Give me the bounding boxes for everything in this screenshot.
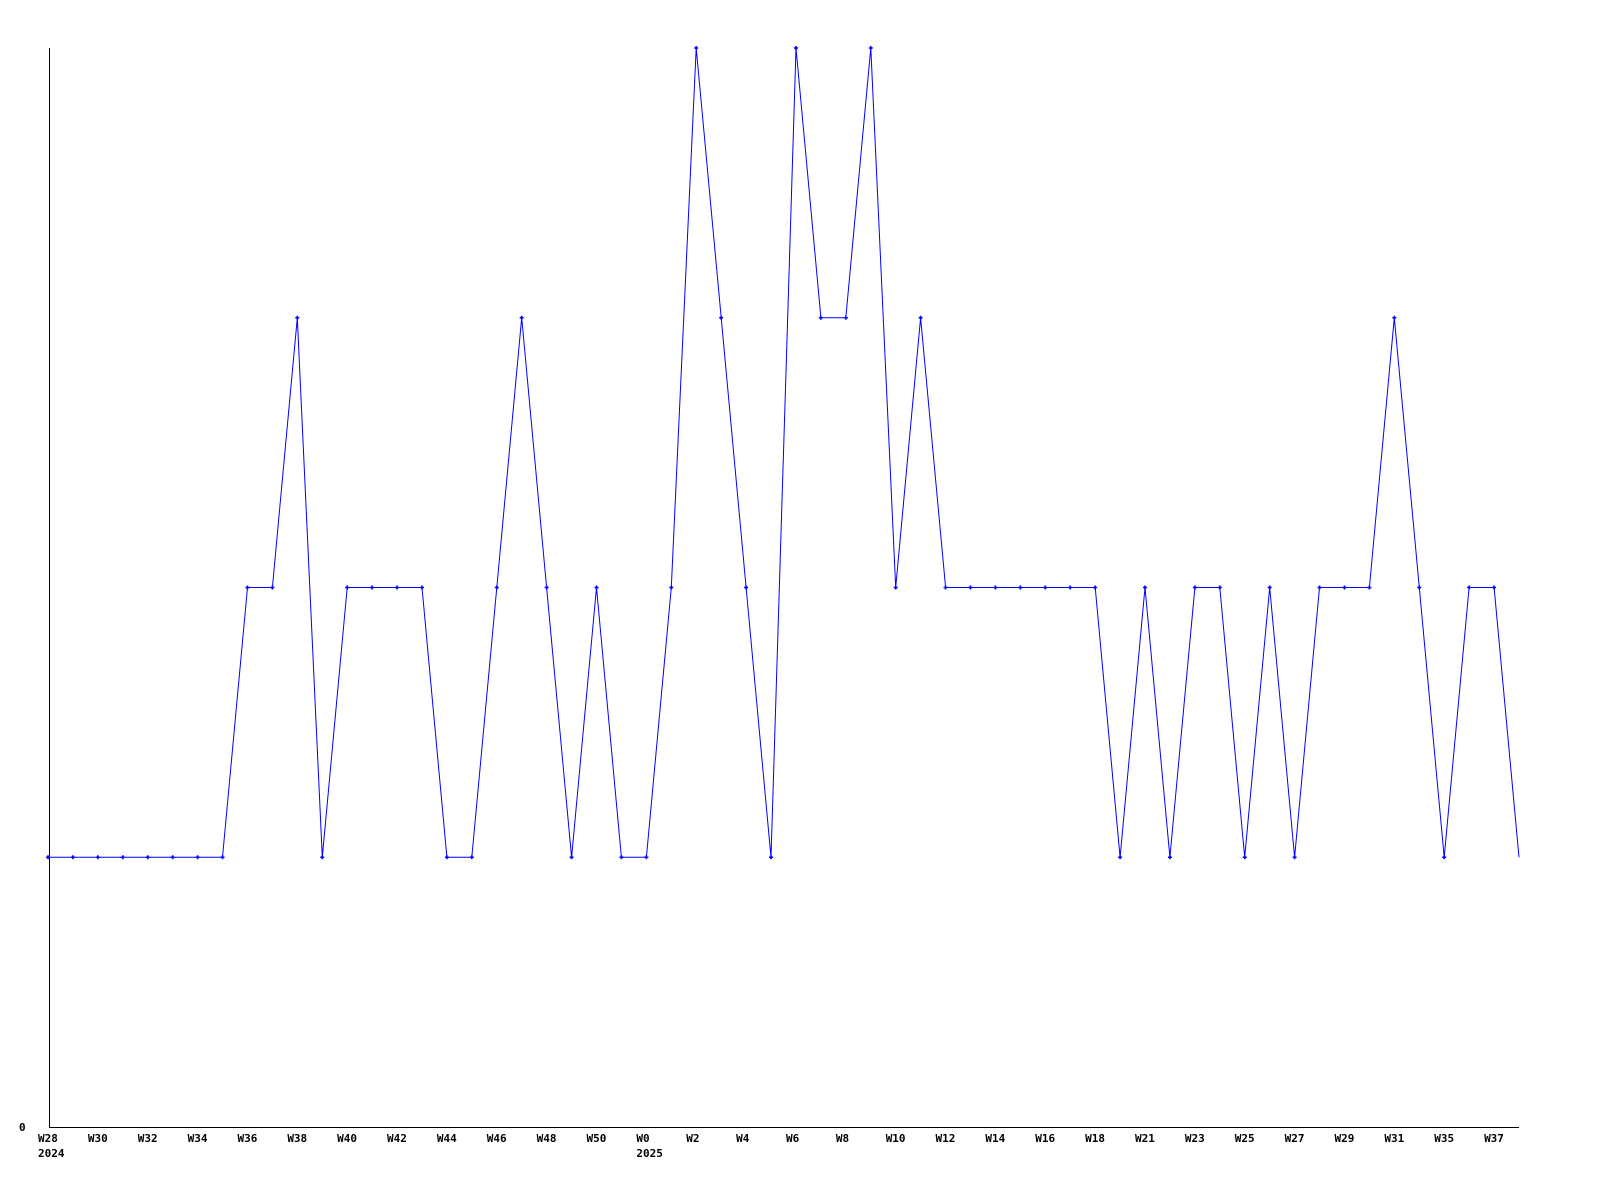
data-point: [1068, 585, 1073, 590]
x-tick-label: W4: [736, 1132, 750, 1145]
x-tick-label: W44: [437, 1132, 457, 1145]
x-tick-label: W46: [487, 1132, 507, 1145]
data-point: [245, 585, 250, 590]
data-point: [444, 855, 449, 860]
data-point: [1467, 585, 1472, 590]
data-point: [320, 855, 325, 860]
x-tick-label: W12: [936, 1132, 956, 1145]
x-tick-label: W34: [188, 1132, 208, 1145]
data-point: [1118, 855, 1123, 860]
x-tick-label: W29: [1334, 1132, 1354, 1145]
x-tick-label: W21: [1135, 1132, 1155, 1145]
data-point: [220, 855, 225, 860]
x-tick-label: W30: [88, 1132, 108, 1145]
data-point: [1267, 585, 1272, 590]
data-point: [469, 855, 474, 860]
x-tick-label: W31: [1384, 1132, 1404, 1145]
data-point: [95, 855, 100, 860]
data-point: [1093, 585, 1098, 590]
x-tick-year: 2025: [636, 1147, 663, 1160]
data-point: [1018, 585, 1023, 590]
data-point: [1367, 585, 1372, 590]
data-point: [769, 855, 774, 860]
x-tick-label: W50: [587, 1132, 607, 1145]
data-point: [793, 46, 798, 50]
x-tick-label: W25: [1235, 1132, 1255, 1145]
data-point: [270, 585, 275, 590]
data-point: [145, 855, 150, 860]
data-point: [1292, 855, 1297, 860]
x-tick-label: W6: [786, 1132, 800, 1145]
data-point: [170, 855, 175, 860]
data-point: [1167, 855, 1172, 860]
x-tick-label: W27: [1285, 1132, 1305, 1145]
data-point: [1442, 855, 1447, 860]
data-point: [1143, 585, 1148, 590]
x-tick-label: W37: [1484, 1132, 1504, 1145]
x-tick-label: W2: [686, 1132, 699, 1145]
data-point: [1043, 585, 1048, 590]
data-point: [1342, 585, 1347, 590]
data-point: [694, 46, 699, 50]
series-line: [48, 47, 1520, 858]
data-point: [968, 585, 973, 590]
x-tick-label: W14: [985, 1132, 1005, 1145]
x-tick-label: W42: [387, 1132, 407, 1145]
data-point: [569, 855, 574, 860]
x-tick-label: W28: [38, 1132, 58, 1145]
x-tick-label: W38: [287, 1132, 307, 1145]
data-point: [868, 46, 873, 50]
x-tick-label: W23: [1185, 1132, 1205, 1145]
data-point: [818, 315, 823, 320]
data-point: [669, 585, 674, 590]
data-point: [395, 585, 400, 590]
data-point: [195, 855, 200, 860]
x-tick-label: W8: [836, 1132, 849, 1145]
data-point: [46, 855, 50, 860]
x-tick-label: W36: [237, 1132, 257, 1145]
data-point: [893, 585, 898, 590]
y-tick-label: 0: [19, 1121, 26, 1134]
data-point: [370, 585, 375, 590]
data-point: [843, 315, 848, 320]
data-point: [619, 855, 624, 860]
x-tick-label: W0: [636, 1132, 649, 1145]
data-point: [719, 315, 724, 320]
data-point: [1217, 585, 1222, 590]
data-point: [744, 585, 749, 590]
data-point: [1392, 315, 1397, 320]
x-tick-label: W10: [886, 1132, 906, 1145]
x-tick-year: 2024: [38, 1147, 65, 1160]
data-point: [494, 585, 499, 590]
data-point: [419, 585, 424, 590]
x-tick-label: W35: [1434, 1132, 1454, 1145]
data-point: [644, 855, 649, 860]
data-point: [594, 585, 599, 590]
x-tick-label: W16: [1035, 1132, 1055, 1145]
data-point: [943, 585, 948, 590]
data-point: [1192, 585, 1197, 590]
x-tick-label: W32: [138, 1132, 158, 1145]
data-point: [120, 855, 125, 860]
data-point: [1417, 585, 1422, 590]
data-point: [1492, 585, 1497, 590]
data-point: [993, 585, 998, 590]
data-point: [1242, 855, 1247, 860]
data-point: [544, 585, 549, 590]
data-point: [295, 315, 300, 320]
x-tick-label: W48: [537, 1132, 557, 1145]
data-point: [70, 855, 75, 860]
data-point: [1317, 585, 1322, 590]
x-tick-label: W40: [337, 1132, 357, 1145]
data-point: [918, 315, 923, 320]
x-tick-label: W18: [1085, 1132, 1105, 1145]
data-point: [345, 585, 350, 590]
data-point: [519, 315, 524, 320]
